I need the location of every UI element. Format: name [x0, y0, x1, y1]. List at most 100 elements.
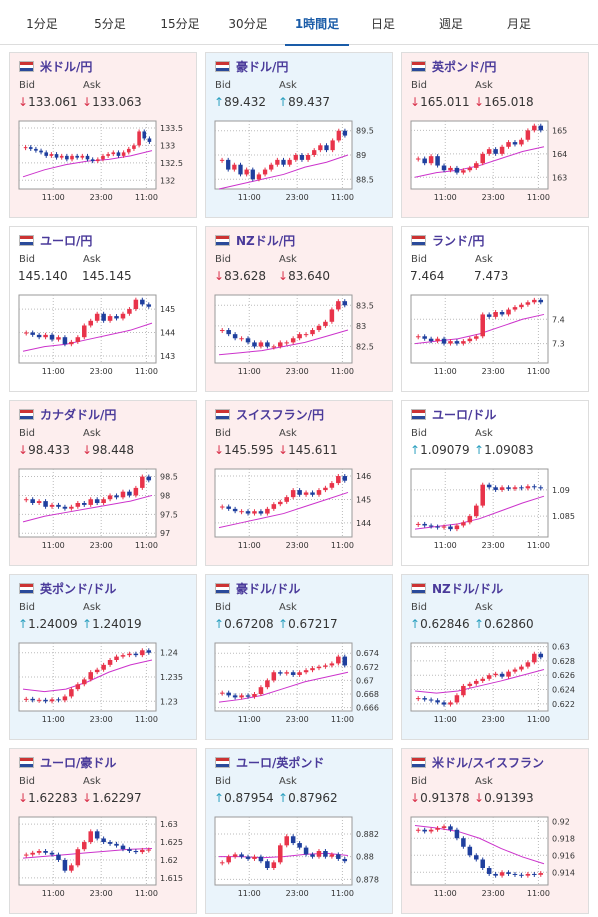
- rate-card[interactable]: ユーロ/英ポンド Bid Ask ↑0.87954 ↑0.87962 0.882 0.88 0…: [205, 748, 393, 914]
- tab[interactable]: 月足: [506, 17, 531, 31]
- x-tick-label: 11:00: [42, 715, 65, 724]
- x-tick-label: 23:00: [482, 715, 505, 724]
- bid-text: 0.62846: [420, 617, 470, 631]
- pair-name[interactable]: 米ドル/円: [40, 60, 93, 74]
- tab[interactable]: 1分足: [26, 17, 58, 31]
- y-tick-label: 88.5: [356, 175, 374, 184]
- ask-text: 89.437: [288, 95, 331, 109]
- pair-name[interactable]: 米ドル/スイスフラン: [432, 756, 545, 770]
- pair-name[interactable]: スイスフラン/円: [236, 408, 325, 422]
- pair-name[interactable]: 豪ドル/ドル: [236, 582, 301, 596]
- candle: [316, 851, 322, 857]
- pair-name[interactable]: ユーロ/英ポンド: [236, 756, 325, 770]
- pair-name[interactable]: カナダドル/円: [40, 408, 117, 422]
- rate-card[interactable]: 米ドル/スイスフラン Bid Ask ↓0.91378 ↓0.91393 0.92 0.91…: [401, 748, 589, 914]
- rate-card[interactable]: ユーロ/豪ドル Bid Ask ↓1.62283 ↓1.62297 1.63 1.625 1.…: [9, 748, 197, 914]
- bid-label: Bid: [411, 428, 427, 439]
- bid-value: ↓83.628: [214, 269, 266, 283]
- candle: [258, 856, 264, 862]
- rate-card[interactable]: 英ポンド/ドル Bid Ask ↑1.24009 ↑1.24019 1.24 1.235 1.…: [9, 574, 197, 740]
- tab[interactable]: 15分足: [160, 17, 200, 31]
- plot-area: [410, 816, 549, 886]
- pair-name[interactable]: 豪ドル/円: [236, 60, 289, 74]
- trend-arrow: ↓: [82, 791, 93, 805]
- candle: [415, 336, 421, 338]
- rate-card[interactable]: スイスフラン/円 Bid Ask ↓145.595 ↓145.611 146 145 144 1…: [205, 400, 393, 566]
- candle: [499, 872, 505, 876]
- candle: [271, 504, 277, 509]
- bid-label: Bid: [215, 254, 231, 265]
- candle: [435, 526, 440, 528]
- candle: [271, 346, 277, 348]
- y-tick-label: 0.92: [552, 817, 570, 826]
- candle: [310, 492, 315, 495]
- candle: [329, 854, 335, 857]
- candle: [435, 156, 440, 166]
- pair-name[interactable]: ランド/円: [432, 234, 485, 248]
- tab[interactable]: 日足: [370, 17, 395, 31]
- rate-card[interactable]: 豪ドル/円 Bid Ask ↑89.432 ↑89.437 89.5 89 88.5 11:00…: [205, 52, 393, 218]
- candle: [480, 484, 485, 506]
- rate-card[interactable]: 豪ドル/ドル Bid Ask ↑0.67208 ↑0.67217 0.674 0.672 0.…: [205, 574, 393, 740]
- rate-card[interactable]: ユーロ/円 Bid Ask 145.140 145.145 145 144 143 11:00 2…: [9, 226, 197, 392]
- candle: [467, 846, 473, 856]
- tab[interactable]: 週足: [438, 17, 463, 31]
- flag-icon: [19, 583, 34, 594]
- pair-name[interactable]: 英ポンド/円: [432, 60, 497, 74]
- ask-label: Ask: [279, 254, 297, 265]
- pair-name[interactable]: 英ポンド/ドル: [40, 582, 117, 596]
- candle: [316, 666, 322, 669]
- x-tick-label: 11:00: [135, 715, 158, 724]
- candle: [278, 342, 283, 347]
- ask-label: Ask: [475, 254, 493, 265]
- tab[interactable]: 30分足: [228, 17, 268, 31]
- candle: [290, 338, 296, 343]
- pair-name[interactable]: ユーロ/豪ドル: [40, 756, 117, 770]
- candle: [252, 856, 257, 859]
- bid-text: 89.432: [224, 95, 267, 109]
- candle: [336, 854, 341, 859]
- rate-card[interactable]: ユーロ/ドル Bid Ask ↑1.09079 ↑1.09083 1.09 1.085 11:…: [401, 400, 589, 566]
- candle: [422, 336, 427, 339]
- y-tick-label: 144: [160, 329, 175, 338]
- candle: [245, 695, 251, 697]
- candle: [269, 164, 274, 170]
- candle: [290, 836, 296, 844]
- rate-card[interactable]: NZドル/ドル Bid Ask ↑0.62846 ↑0.62860 0.63 0.628 0.…: [401, 574, 589, 740]
- x-tick-label: 11:00: [331, 367, 354, 376]
- pair-name[interactable]: ユーロ/ドル: [432, 408, 497, 422]
- candle: [101, 664, 106, 670]
- rate-card[interactable]: NZドル/円 Bid Ask ↓83.628 ↓83.640 83.5 83 82.5 11:0…: [205, 226, 393, 392]
- rate-card[interactable]: カナダドル/円 Bid Ask ↓98.433 ↓98.448 98.5 98 97.5 97 1…: [9, 400, 197, 566]
- candle: [146, 476, 152, 481]
- y-tick-label: 97.5: [160, 510, 178, 519]
- candle: [519, 139, 524, 145]
- candle: [28, 147, 33, 149]
- x-tick-label: 23:00: [90, 541, 113, 550]
- rate-card[interactable]: 英ポンド/円 Bid Ask ↓165.011 ↓165.018 165 164 163 11:…: [401, 52, 589, 218]
- candle: [23, 332, 29, 334]
- pair-name[interactable]: ユーロ/円: [40, 234, 93, 248]
- y-tick-label: 97: [160, 529, 170, 538]
- pair-name[interactable]: NZドル/円: [236, 234, 296, 248]
- candle: [107, 842, 113, 844]
- candle: [342, 476, 348, 481]
- bid-label: Bid: [215, 80, 231, 91]
- candle: [219, 692, 225, 694]
- tab[interactable]: 1時間足: [285, 0, 349, 46]
- candle: [245, 856, 251, 859]
- candle: [474, 680, 479, 684]
- bid-label: Bid: [19, 602, 35, 613]
- bid-value: ↑89.432: [214, 95, 266, 109]
- candle: [519, 874, 524, 876]
- candle: [284, 342, 289, 344]
- candle: [480, 314, 485, 337]
- tab[interactable]: 5分足: [94, 17, 126, 31]
- rate-card[interactable]: ランド/円 Bid Ask 7.464 7.473 7.4 7.3 11:00 23:00 11:…: [401, 226, 589, 392]
- pair-name[interactable]: NZドル/ドル: [432, 582, 504, 596]
- candle: [342, 130, 348, 136]
- rate-card[interactable]: 米ドル/円 Bid Ask ↓133.061 ↓133.063 133.5 133 132.5…: [9, 52, 197, 218]
- y-tick-label: 98: [160, 491, 170, 500]
- flag-icon: [215, 757, 230, 768]
